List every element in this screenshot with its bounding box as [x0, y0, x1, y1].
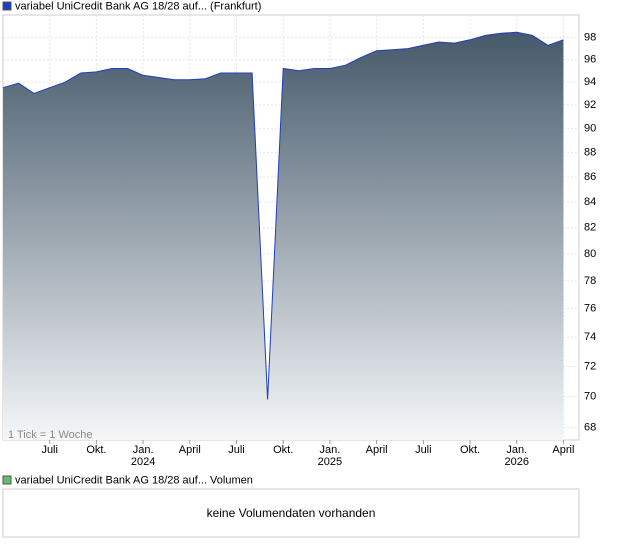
y-tick-label: 70 [584, 390, 596, 402]
chart-title: variabel UniCredit Bank AG 18/28 auf... … [15, 0, 261, 12]
y-tick-label: 80 [584, 248, 596, 260]
area [3, 32, 564, 440]
x-tick-label: April [366, 444, 388, 456]
y-tick-label: 74 [584, 331, 596, 343]
y-tick-label: 96 [584, 54, 596, 66]
x-tick-label: Jan. [133, 444, 154, 456]
volume-legend: variabel UniCredit Bank AG 18/28 auf... … [15, 474, 253, 486]
y-tick-label: 68 [584, 421, 596, 433]
y-tick-label: 98 [584, 32, 596, 44]
x-tick-label: Juli [415, 444, 432, 456]
y-tick-label: 72 [584, 360, 596, 372]
x-tick-label: Jan. [506, 444, 527, 456]
y-tick-label: 76 [584, 303, 596, 315]
y-tick-label: 90 [584, 122, 596, 134]
x-year-label: 2026 [504, 456, 528, 468]
x-tick-label: Okt. [273, 444, 293, 456]
x-tick-label: Jan. [320, 444, 341, 456]
x-tick-label: April [179, 444, 201, 456]
x-tick-label: Okt. [86, 444, 106, 456]
x-tick-label: Okt. [460, 444, 480, 456]
x-year-label: 2024 [131, 456, 155, 468]
x-year-label: 2025 [318, 456, 342, 468]
x-tick-label: Juli [41, 444, 58, 456]
y-tick-label: 92 [584, 99, 596, 111]
volume-frame [2, 488, 580, 538]
y-tick-label: 88 [584, 146, 596, 158]
y-tick-label: 86 [584, 171, 596, 183]
y-tick-label: 78 [584, 275, 596, 287]
line [2, 31, 564, 400]
x-tick-label: Juli [228, 444, 245, 456]
tick-note: 1 Tick = 1 Woche [8, 429, 92, 441]
volume-legend-swatch [2, 475, 12, 485]
y-tick-label: 82 [584, 222, 596, 234]
legend-swatch [2, 1, 12, 11]
y-tick-label: 94 [584, 76, 596, 88]
x-tick-label: April [552, 444, 574, 456]
y-tick-label: 84 [584, 196, 596, 208]
volume-message: keine Volumendaten vorhanden [207, 506, 376, 520]
